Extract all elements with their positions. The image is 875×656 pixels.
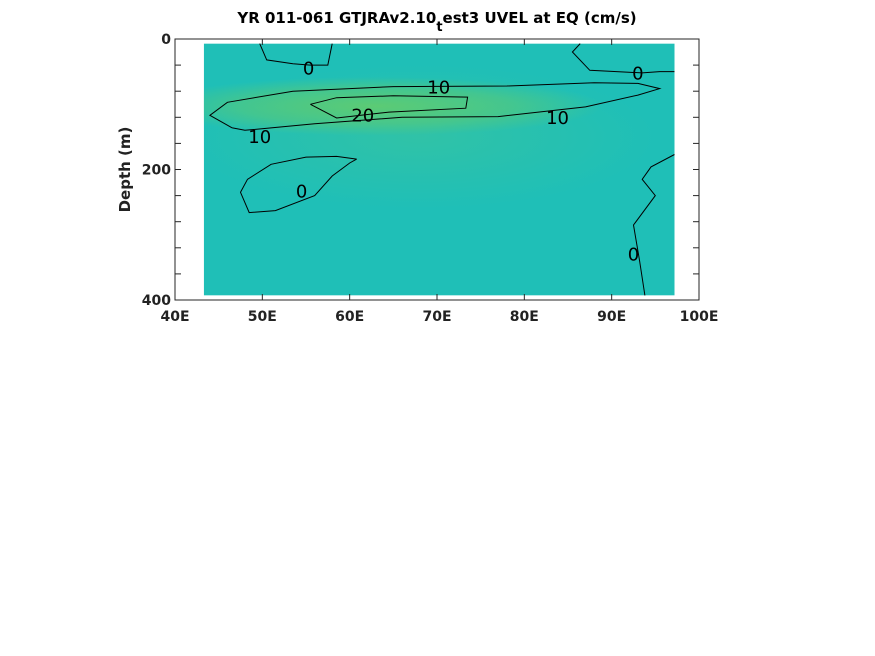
velocity-field-jet-core <box>203 76 603 136</box>
x-tick-label-1: 50E <box>248 309 277 325</box>
contour-label-0-3: 0 <box>628 244 639 265</box>
x-tick-label-2: 60E <box>335 309 364 325</box>
contour-line-0-2 <box>239 155 357 214</box>
x-tick-label-4: 80E <box>510 309 539 325</box>
contour-label-10-0: 10 <box>427 77 450 98</box>
contour-label-10-1: 10 <box>546 108 569 129</box>
field-layer <box>203 43 675 296</box>
y-axis-label: Depth (m) <box>116 127 134 213</box>
contour-line-20-0 <box>310 95 469 119</box>
x-tick-label-5: 90E <box>597 309 626 325</box>
x-tick-label-0: 40E <box>160 309 189 325</box>
x-tick-label-3: 70E <box>422 309 451 325</box>
chart-title: YR 011-061 GTJRAv2.10test3 UVEL at EQ (c… <box>236 9 636 35</box>
contour-label-20-0: 20 <box>351 105 374 126</box>
contour-label-0-0: 0 <box>303 58 314 79</box>
axis-ticks <box>174 38 700 301</box>
x-tick-labels: 40E 50E 60E 70E 80E 90E 100E <box>160 309 718 325</box>
contour-line-10-0 <box>208 82 662 131</box>
contour-labels: 0 0 0 0 10 10 10 20 <box>248 58 643 265</box>
contour-line-0-0 <box>259 43 333 66</box>
y-tick-label-1: 200 <box>142 163 171 179</box>
contour-label-10-2: 10 <box>248 127 271 148</box>
y-tick-label-0: 0 <box>161 32 171 48</box>
contour-line-0-1 <box>571 43 675 74</box>
contour-label-0-2: 0 <box>296 182 307 203</box>
y-tick-labels: 0 200 400 <box>142 32 171 309</box>
x-tick-label-6: 100E <box>680 309 719 325</box>
contour-line-0-3 <box>632 154 675 296</box>
contour-lines <box>208 43 675 296</box>
contour-label-0-1: 0 <box>632 64 643 85</box>
y-tick-label-2: 400 <box>142 293 171 309</box>
